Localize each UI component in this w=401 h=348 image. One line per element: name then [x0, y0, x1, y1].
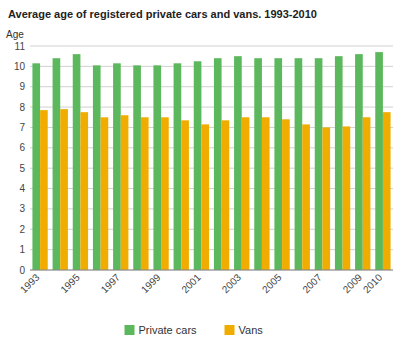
y-tick-label: 11 [15, 41, 26, 52]
bar [383, 112, 391, 270]
legend-label: Vans [239, 324, 264, 336]
legend-swatch [225, 325, 235, 335]
bar [73, 54, 81, 270]
x-tick-label: 2007 [300, 271, 324, 295]
bar [113, 63, 121, 270]
y-tick-label: 0 [19, 265, 25, 276]
bar [335, 56, 343, 270]
bar [274, 58, 282, 270]
y-tick-label: 1 [19, 244, 25, 255]
x-tick-label: 1999 [139, 271, 163, 295]
x-tick-label: 2001 [179, 271, 203, 295]
grid-line [30, 46, 393, 47]
bar [262, 117, 270, 270]
y-axis: 0 1 2 3 4 5 6 7 8 9 10 11 [14, 41, 393, 276]
bar [101, 117, 109, 270]
x-tick-label: 2010 [361, 271, 385, 295]
legend-swatch [125, 325, 135, 335]
y-axis-label: Age [6, 29, 24, 40]
bar [315, 58, 323, 270]
x-axis: 1993 1995 1997 1999 2001 2003 2005 2007 20092010 [18, 271, 385, 295]
bar [282, 119, 290, 270]
bar [222, 120, 230, 270]
bar [375, 52, 383, 270]
bar [363, 117, 371, 270]
bar [242, 117, 250, 270]
y-tick-label: 5 [19, 163, 25, 174]
bar [355, 54, 363, 270]
bar [343, 126, 351, 270]
bar [121, 115, 129, 270]
y-tick-label: 10 [14, 61, 26, 72]
bar [93, 65, 101, 270]
bar [174, 63, 182, 270]
bar [194, 61, 202, 270]
bar [295, 58, 303, 270]
y-tick-label: 4 [19, 183, 25, 194]
bar [80, 112, 88, 270]
y-tick-label: 7 [19, 122, 25, 133]
chart: Average age of registered private cars a… [0, 0, 401, 348]
bar [53, 58, 61, 270]
x-tick-label: 1995 [58, 271, 82, 295]
y-tick-label: 6 [19, 142, 25, 153]
x-tick-label: 1993 [18, 271, 42, 295]
bar [32, 63, 40, 270]
x-tick-label: 2005 [260, 271, 284, 295]
bar [234, 56, 242, 270]
bar [141, 117, 149, 270]
bar [214, 58, 222, 270]
x-axis-line [30, 270, 393, 271]
bar [322, 127, 330, 270]
bars [32, 52, 390, 270]
x-tick-label: 2009 [341, 271, 365, 295]
y-tick-label: 2 [19, 224, 25, 235]
x-tick-label: 1997 [99, 271, 123, 295]
bar [201, 124, 209, 270]
bar [40, 110, 48, 270]
bar [181, 120, 189, 270]
bar [161, 117, 169, 270]
y-tick-label: 9 [19, 81, 25, 92]
title: Average age of registered private cars a… [8, 8, 317, 20]
grid-line [30, 270, 393, 271]
x-tick-label: 2003 [220, 271, 244, 295]
legend-label: Private cars [139, 324, 198, 336]
bar [153, 65, 161, 270]
legend: Private cars Vans [125, 324, 264, 336]
y-tick-label: 3 [19, 203, 25, 214]
bar [133, 65, 141, 270]
y-tick-label: 8 [19, 102, 25, 113]
bar [254, 58, 262, 270]
bar [60, 109, 68, 270]
bar [302, 124, 310, 270]
